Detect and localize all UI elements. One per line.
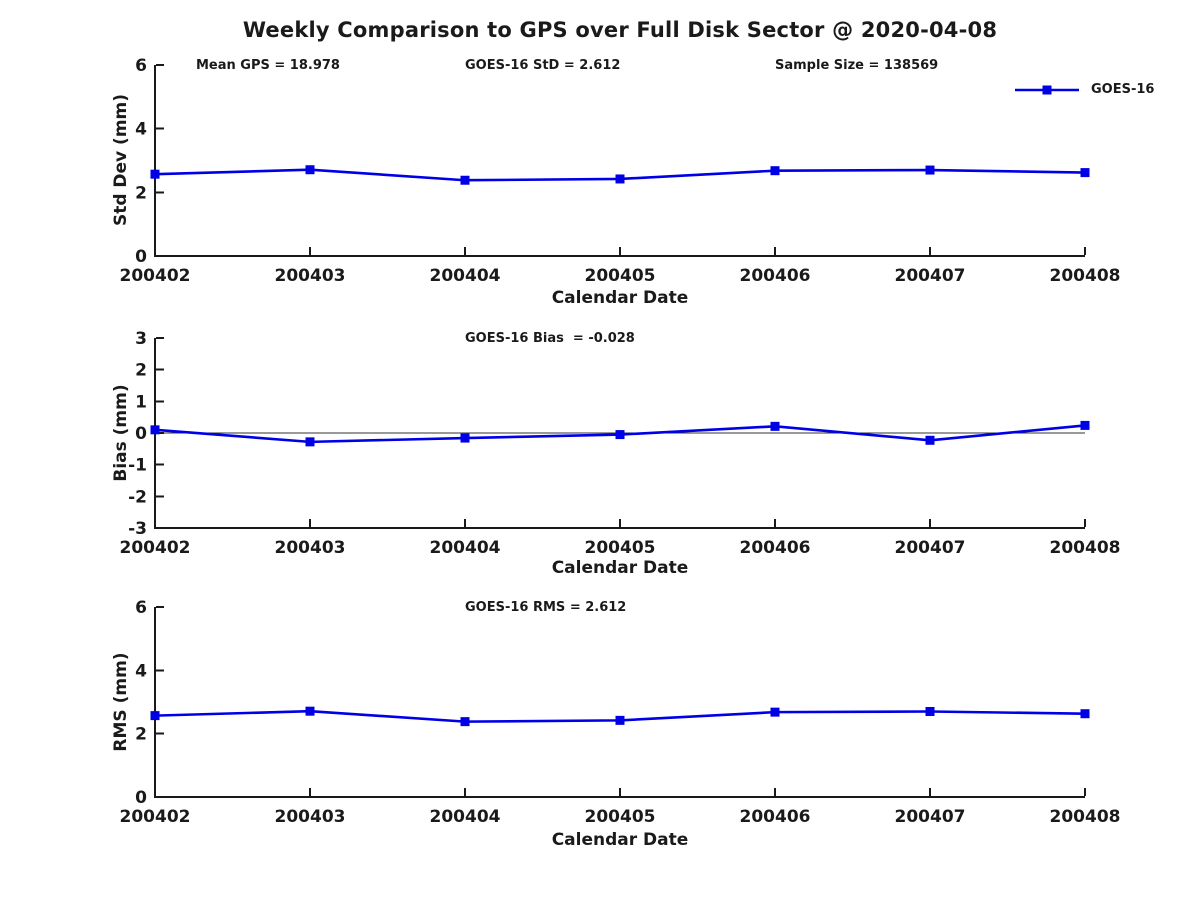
data-marker-goes-16 <box>305 706 315 716</box>
x-tick-label: 200407 <box>895 538 966 558</box>
data-marker-goes-16 <box>1080 420 1090 430</box>
legend-label: GOES-16 <box>1091 82 1155 97</box>
x-tick-label: 200404 <box>430 538 501 558</box>
y-tick-label: 3 <box>135 329 147 349</box>
data-marker-goes-16 <box>925 707 935 716</box>
y-tick-label: 6 <box>135 598 147 618</box>
data-marker-goes-16 <box>1080 709 1090 719</box>
xlabel-calendar-date-3: Calendar Date <box>551 830 689 850</box>
data-marker-goes-16 <box>460 717 470 727</box>
y-tick-label: -1 <box>128 456 147 476</box>
x-tick-label: 200403 <box>275 266 346 286</box>
data-marker-goes-16 <box>150 169 160 179</box>
data-marker-goes-16 <box>770 421 780 431</box>
annotation-goes16-rms: GOES-16 RMS = 2.612 <box>465 600 627 615</box>
x-tick-label: 200405 <box>585 538 656 558</box>
annotation-goes16-std: GOES-16 StD = 2.612 <box>465 58 621 73</box>
y-tick-label: 4 <box>135 661 147 681</box>
x-tick-label: 200408 <box>1050 807 1121 827</box>
x-tick-label: 200406 <box>740 266 811 286</box>
x-tick-label: 200405 <box>585 266 656 286</box>
axes-spines <box>154 65 1085 257</box>
y-tick-label: 4 <box>135 120 147 140</box>
data-marker-goes-16 <box>615 174 625 184</box>
data-marker-goes-16 <box>615 715 625 725</box>
y-tick-label: 2 <box>135 183 147 203</box>
axes-spines <box>154 607 1085 798</box>
xlabel-calendar-date-1: Calendar Date <box>551 288 689 308</box>
legend: GOES-16 <box>1013 82 1154 97</box>
x-tick-label: 200404 <box>430 266 501 286</box>
annotation-goes16-bias: GOES-16 Bias = -0.028 <box>465 331 635 346</box>
data-marker-goes-16 <box>770 707 780 717</box>
annotation-sample-size: Sample Size = 138569 <box>775 58 939 73</box>
y-tick-label: 2 <box>135 361 147 381</box>
y-tick-label: 2 <box>135 725 147 745</box>
x-tick-label: 200404 <box>430 807 501 827</box>
y-tick-label: 6 <box>135 56 147 76</box>
y-tick-label: 0 <box>135 424 147 444</box>
x-tick-label: 200403 <box>275 538 346 558</box>
axes-spines <box>154 338 1085 529</box>
data-marker-goes-16 <box>770 166 780 176</box>
x-tick-label: 200407 <box>895 807 966 827</box>
data-marker-goes-16 <box>615 430 625 440</box>
ylabel-stddev: Std Dev (mm) <box>111 93 131 227</box>
annotation-mean-gps: Mean GPS = 18.978 <box>196 58 340 73</box>
y-tick-label: 1 <box>135 392 147 412</box>
x-tick-label: 200402 <box>120 807 191 827</box>
data-marker-goes-16 <box>150 711 160 721</box>
x-tick-label: 200408 <box>1050 538 1121 558</box>
y-tick-label: -3 <box>128 519 147 539</box>
ylabel-bias: Bias (mm) <box>111 384 131 482</box>
y-tick-label: 0 <box>135 247 147 267</box>
data-marker-goes-16 <box>150 425 160 435</box>
y-tick-label: 0 <box>135 788 147 808</box>
ylabel-rms: RMS (mm) <box>111 652 131 752</box>
data-marker-goes-16 <box>460 175 470 185</box>
data-marker-goes-16 <box>305 165 315 175</box>
y-tick-label: -2 <box>128 487 147 507</box>
x-tick-label: 200405 <box>585 807 656 827</box>
x-tick-label: 200403 <box>275 807 346 827</box>
data-marker-goes-16 <box>925 435 935 445</box>
x-tick-label: 200406 <box>740 807 811 827</box>
x-tick-label: 200402 <box>120 266 191 286</box>
xlabel-calendar-date-2: Calendar Date <box>551 558 689 578</box>
data-marker-goes-16 <box>460 433 470 443</box>
figure-title: Weekly Comparison to GPS over Full Disk … <box>242 18 998 42</box>
data-marker-goes-16 <box>1080 168 1090 178</box>
x-tick-label: 200402 <box>120 538 191 558</box>
x-tick-label: 200407 <box>895 266 966 286</box>
x-tick-label: 200408 <box>1050 266 1121 286</box>
data-marker-goes-16 <box>305 437 315 447</box>
x-tick-label: 200406 <box>740 538 811 558</box>
data-marker-goes-16 <box>925 165 935 175</box>
legend-line-marker-icon <box>1015 85 1079 94</box>
